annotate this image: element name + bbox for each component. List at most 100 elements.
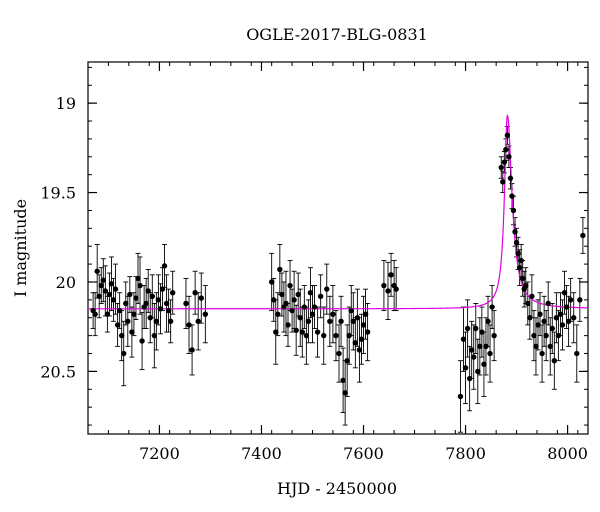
- x-tick-label: 7800: [445, 444, 486, 463]
- data-point: [153, 318, 160, 325]
- data-point: [354, 315, 361, 321]
- data-point: [163, 300, 170, 307]
- data-point: [483, 343, 489, 350]
- y-tick-label: 19: [56, 94, 76, 113]
- data-point: [98, 282, 104, 289]
- data-point: [462, 365, 469, 371]
- data-point: [362, 311, 369, 317]
- data-point: [543, 332, 549, 339]
- data-point: [327, 318, 333, 325]
- data-point: [545, 300, 551, 307]
- data-point: [285, 322, 291, 328]
- data-point: [549, 325, 555, 332]
- data-point: [114, 322, 121, 328]
- data-point: [346, 332, 352, 339]
- data-point: [525, 300, 531, 307]
- data-point: [192, 290, 198, 296]
- data-point: [94, 268, 100, 274]
- data-point: [531, 332, 537, 339]
- data-point: [503, 146, 509, 153]
- data-point: [510, 207, 517, 214]
- data-point: [457, 393, 464, 400]
- data-point: [529, 293, 535, 299]
- data-point: [102, 288, 109, 294]
- data-point: [314, 329, 321, 335]
- data-point: [565, 318, 572, 325]
- data-point: [330, 311, 336, 317]
- data-point: [523, 282, 529, 289]
- data-point: [489, 304, 495, 310]
- data-point: [139, 338, 145, 344]
- data-point: [498, 164, 504, 171]
- data-point: [145, 288, 151, 294]
- data-point: [539, 350, 545, 357]
- data-point: [350, 318, 357, 325]
- data-point: [311, 304, 318, 310]
- data-point: [500, 179, 506, 185]
- data-point: [518, 257, 524, 264]
- data-point: [301, 304, 308, 310]
- data-point: [537, 311, 543, 317]
- data-point: [189, 347, 195, 353]
- data-point: [96, 293, 102, 299]
- data-point: [555, 332, 562, 339]
- data-point: [167, 318, 174, 325]
- x-tick-label: 7400: [241, 444, 282, 463]
- plot-frame: [87, 61, 589, 435]
- y-tick-labels: 19 19.5 20 20.5: [40, 94, 76, 381]
- data-point: [155, 297, 162, 303]
- data-point: [273, 329, 279, 335]
- model-curve: [88, 114, 589, 310]
- data-point: [295, 291, 301, 298]
- data-point: [535, 322, 541, 328]
- x-tick-label: 7200: [139, 444, 180, 463]
- data-point: [271, 297, 277, 303]
- data-point: [356, 347, 363, 353]
- data-point: [504, 132, 511, 139]
- data-point: [283, 300, 289, 307]
- data-point: [303, 332, 310, 339]
- data-point: [358, 336, 365, 342]
- data-point: [516, 264, 523, 271]
- data-point: [149, 293, 155, 299]
- data-point: [106, 291, 113, 298]
- data-point: [289, 307, 295, 314]
- data-point: [574, 350, 580, 357]
- chart-title: OGLE-2017-BLG-0831: [246, 25, 428, 44]
- data-point: [165, 307, 172, 314]
- data-point: [381, 282, 387, 289]
- data-point: [485, 318, 491, 325]
- data-points: [90, 132, 586, 400]
- data-point: [147, 315, 153, 321]
- data-point: [571, 315, 577, 321]
- data-point: [131, 311, 137, 317]
- data-point: [507, 175, 514, 181]
- data-point: [515, 250, 521, 257]
- data-point: [143, 300, 149, 307]
- data-point: [385, 288, 391, 294]
- data-point: [116, 307, 123, 314]
- data-point: [364, 329, 371, 335]
- data-point: [340, 377, 346, 384]
- data-point: [475, 368, 481, 375]
- data-point: [121, 350, 127, 357]
- data-point: [471, 354, 477, 360]
- data-point: [393, 286, 399, 292]
- data-point: [108, 281, 115, 287]
- data-point: [183, 300, 189, 307]
- x-tick-label: 8000: [547, 444, 588, 463]
- data-point: [563, 304, 570, 310]
- data-point: [129, 329, 135, 335]
- data-point: [135, 275, 141, 282]
- data-point: [110, 297, 117, 303]
- data-point: [137, 282, 143, 289]
- data-point: [151, 332, 158, 339]
- data-point: [293, 327, 299, 333]
- data-point: [100, 277, 107, 283]
- data-point: [186, 322, 192, 328]
- data-point: [477, 343, 483, 350]
- data-point: [169, 290, 176, 296]
- data-point: [104, 311, 111, 317]
- data-point: [268, 279, 275, 285]
- data-point: [506, 154, 512, 160]
